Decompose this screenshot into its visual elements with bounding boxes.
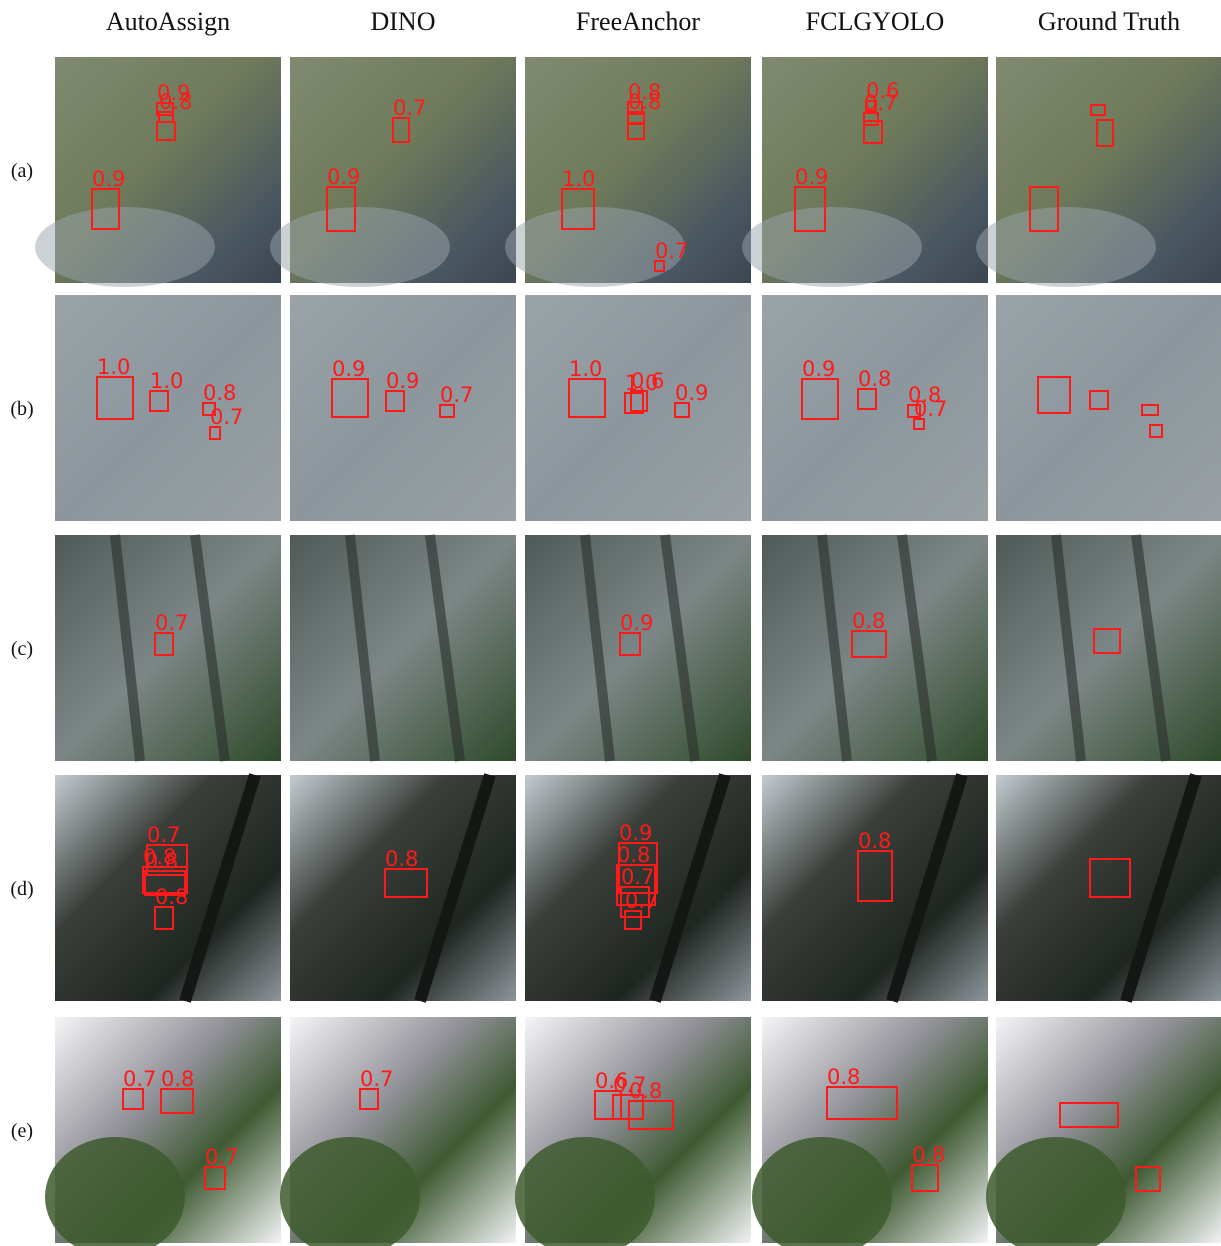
smoke	[35, 207, 215, 287]
photo	[290, 535, 516, 761]
confidence-score: 0.7	[655, 239, 688, 263]
image-panel: 0.90.80.70.7	[525, 775, 751, 1001]
image-panel: 0.60.70.9	[742, 57, 988, 287]
smoke	[270, 207, 450, 287]
confidence-score: 0.7	[393, 96, 426, 120]
image-panel: 0.8	[290, 775, 516, 1001]
image-panel: 0.70.80.7	[45, 1017, 281, 1246]
confidence-score: 0.8	[155, 885, 188, 909]
confidence-score: 0.8	[912, 1143, 945, 1167]
column-header: AutoAssign	[106, 7, 230, 36]
confidence-score: 0.8	[852, 609, 885, 633]
confidence-score: 0.7	[147, 823, 180, 847]
confidence-score: 0.9	[795, 165, 828, 189]
row-label: (e)	[11, 1120, 33, 1142]
row-label: (c)	[11, 638, 33, 660]
confidence-score: 0.7	[440, 383, 473, 407]
row-label: (b)	[10, 398, 33, 420]
confidence-score: 1.0	[562, 167, 595, 191]
confidence-score: 0.7	[123, 1067, 156, 1091]
confidence-score: 0.7	[155, 611, 188, 635]
image-panel: 1.0 1.0 0.80.7	[55, 295, 281, 521]
column-header: FCLGYOLO	[806, 7, 945, 36]
confidence-score: 0.9	[802, 357, 835, 381]
image-panel: 0.9 0.9 0.7	[290, 295, 516, 521]
confidence-score: 0.9	[92, 167, 125, 191]
confidence-score: 0.8	[629, 1079, 662, 1103]
image-panel	[996, 295, 1221, 521]
confidence-score: 0.8	[628, 90, 661, 114]
photo	[762, 535, 988, 761]
confidence-score: 0.7	[621, 865, 654, 889]
confidence-score: 0.8	[827, 1065, 860, 1089]
image-panel: 0.7	[280, 1017, 516, 1246]
confidence-score: 0.8	[617, 843, 650, 867]
photo	[525, 535, 751, 761]
confidence-score: 0.7	[914, 397, 947, 421]
confidence-score: 0.8	[161, 1067, 194, 1091]
image-panel: 0.8 0.8	[752, 1017, 988, 1246]
image-panel	[996, 535, 1221, 761]
row-label: (d)	[10, 878, 33, 900]
photo	[996, 535, 1221, 761]
photo	[55, 535, 281, 761]
confidence-score: 0.9	[327, 165, 360, 189]
confidence-score: 0.7	[864, 91, 897, 115]
confidence-score: 0.7	[360, 1067, 393, 1091]
image-panel: 0.80.81.00.7	[505, 57, 751, 287]
image-panel	[996, 775, 1221, 1001]
confidence-score: 0.8	[145, 849, 178, 873]
confidence-score: 0.9	[620, 611, 653, 635]
image-panel: 1.01.00.60.9	[525, 295, 751, 521]
column-header: Ground Truth	[1038, 7, 1180, 36]
confidence-score: 0.6	[631, 369, 664, 393]
image-panel: 0.9	[525, 535, 751, 761]
image-panel: 0.90.80.9	[35, 57, 281, 287]
smoke	[742, 207, 922, 287]
image-panel: 0.8	[762, 775, 988, 1001]
photo	[525, 295, 751, 521]
column-header: FreeAnchor	[576, 7, 701, 36]
confidence-score: 1.0	[97, 355, 130, 379]
image-panel	[976, 57, 1221, 287]
confidence-score: 0.9	[675, 381, 708, 405]
confidence-score: 0.8	[159, 90, 192, 114]
confidence-score: 1.0	[150, 369, 183, 393]
figure: AutoAssign DINO FreeAnchor FCLGYOLO Ground T…	[0, 0, 1221, 1246]
confidence-score: 0.8	[858, 367, 891, 391]
image-panel: 0.8	[762, 535, 988, 761]
image-panel	[290, 535, 516, 761]
confidence-score: 0.7	[210, 405, 243, 429]
confidence-score: 0.8	[385, 847, 418, 871]
confidence-score: 0.9	[332, 357, 365, 381]
confidence-score: 1.0	[569, 357, 602, 381]
confidence-score: 0.8	[858, 829, 891, 853]
confidence-score: 0.8	[203, 381, 236, 405]
smoke	[976, 207, 1156, 287]
image-panel: 0.7	[55, 535, 281, 761]
confidence-score: 0.7	[205, 1145, 238, 1169]
column-header: DINO	[371, 7, 436, 36]
confidence-score: 0.9	[619, 821, 652, 845]
confidence-score: 0.9	[386, 369, 419, 393]
image-panel: 0.70.80.80.8	[55, 775, 281, 1001]
image-panel	[986, 1017, 1221, 1246]
confidence-score: 0.7	[625, 889, 658, 913]
row-label: (a)	[11, 160, 33, 182]
image-panel: 0.7 0.9	[270, 57, 516, 287]
image-panel: 0.60.70.8	[515, 1017, 751, 1246]
